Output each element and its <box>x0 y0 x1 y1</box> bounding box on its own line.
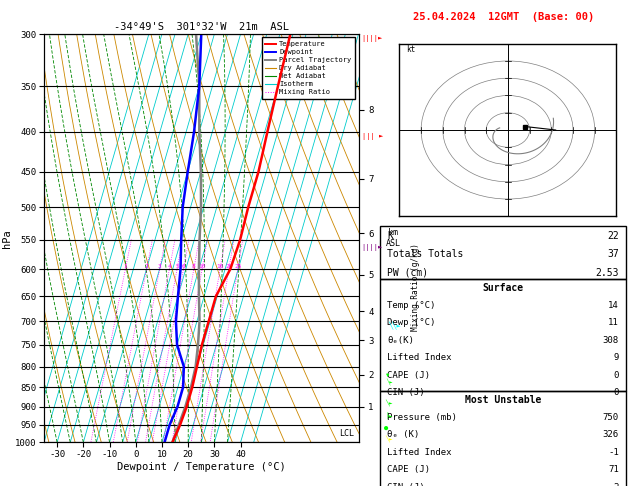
Text: Most Unstable: Most Unstable <box>465 395 542 405</box>
Text: 71: 71 <box>608 465 619 474</box>
Text: 14: 14 <box>608 301 619 310</box>
Text: Pressure (mb): Pressure (mb) <box>387 413 457 422</box>
Text: Totals Totals: Totals Totals <box>387 249 464 260</box>
Text: CIN (J): CIN (J) <box>387 388 425 398</box>
Text: 3: 3 <box>158 264 162 269</box>
Text: ||||►: ||||► <box>362 35 383 42</box>
Text: ||||►: ||||► <box>362 244 383 251</box>
Text: 22: 22 <box>607 231 619 241</box>
Text: Temp (°C): Temp (°C) <box>387 301 436 310</box>
Text: CIN (J): CIN (J) <box>387 483 425 486</box>
Title: -34°49'S  301°32'W  21m  ASL: -34°49'S 301°32'W 21m ASL <box>114 22 289 32</box>
Text: 37: 37 <box>607 249 619 260</box>
Text: ╲►: ╲► <box>385 436 392 443</box>
Text: Lifted Index: Lifted Index <box>387 353 452 363</box>
Text: θₑ (K): θₑ (K) <box>387 430 420 439</box>
Text: 2.53: 2.53 <box>596 268 619 278</box>
Text: LCL: LCL <box>340 429 355 438</box>
Legend: Temperature, Dewpoint, Parcel Trajectory, Dry Adiabat, Wet Adiabat, Isotherm, Mi: Temperature, Dewpoint, Parcel Trajectory… <box>262 37 355 99</box>
Text: 0: 0 <box>613 371 619 380</box>
Text: PW (cm): PW (cm) <box>387 268 428 278</box>
Text: 0: 0 <box>613 388 619 398</box>
Text: 10: 10 <box>198 264 206 269</box>
Text: 11: 11 <box>608 318 619 328</box>
Text: Mixing Ratio (g/kg): Mixing Ratio (g/kg) <box>411 243 420 331</box>
Text: ▼
╲►: ▼ ╲► <box>386 373 392 385</box>
Text: 5: 5 <box>175 264 179 269</box>
Text: 326: 326 <box>603 430 619 439</box>
Text: K: K <box>387 231 393 241</box>
Text: 2: 2 <box>613 483 619 486</box>
Text: 750: 750 <box>603 413 619 422</box>
Text: 9: 9 <box>613 353 619 363</box>
Text: Lifted Index: Lifted Index <box>387 448 452 457</box>
Text: kt: kt <box>406 45 415 54</box>
Text: ||| ►: ||| ► <box>362 133 383 139</box>
Text: 8: 8 <box>192 264 196 269</box>
Text: CAPE (J): CAPE (J) <box>387 465 430 474</box>
X-axis label: Dewpoint / Temperature (°C): Dewpoint / Temperature (°C) <box>117 462 286 472</box>
Text: 25: 25 <box>234 264 242 269</box>
Text: 20: 20 <box>225 264 233 269</box>
Text: 2: 2 <box>145 264 148 269</box>
Text: CAPE (J): CAPE (J) <box>387 371 430 380</box>
Text: 1: 1 <box>123 264 127 269</box>
Text: 6: 6 <box>182 264 186 269</box>
Y-axis label: hPa: hPa <box>2 229 12 247</box>
Text: -1: -1 <box>608 448 619 457</box>
Text: ╲╲►: ╲╲► <box>389 322 401 330</box>
Text: Surface: Surface <box>482 283 524 294</box>
Text: 308: 308 <box>603 336 619 345</box>
Text: ├►: ├► <box>385 412 392 419</box>
Text: ●: ● <box>384 425 388 431</box>
Y-axis label: km
ASL: km ASL <box>386 228 401 248</box>
Text: 25.04.2024  12GMT  (Base: 00): 25.04.2024 12GMT (Base: 00) <box>413 12 594 22</box>
Text: Dewp (°C): Dewp (°C) <box>387 318 436 328</box>
Text: 16: 16 <box>216 264 224 269</box>
Text: 4: 4 <box>167 264 171 269</box>
Text: θₑ(K): θₑ(K) <box>387 336 415 345</box>
Text: ╲►: ╲► <box>385 400 392 407</box>
